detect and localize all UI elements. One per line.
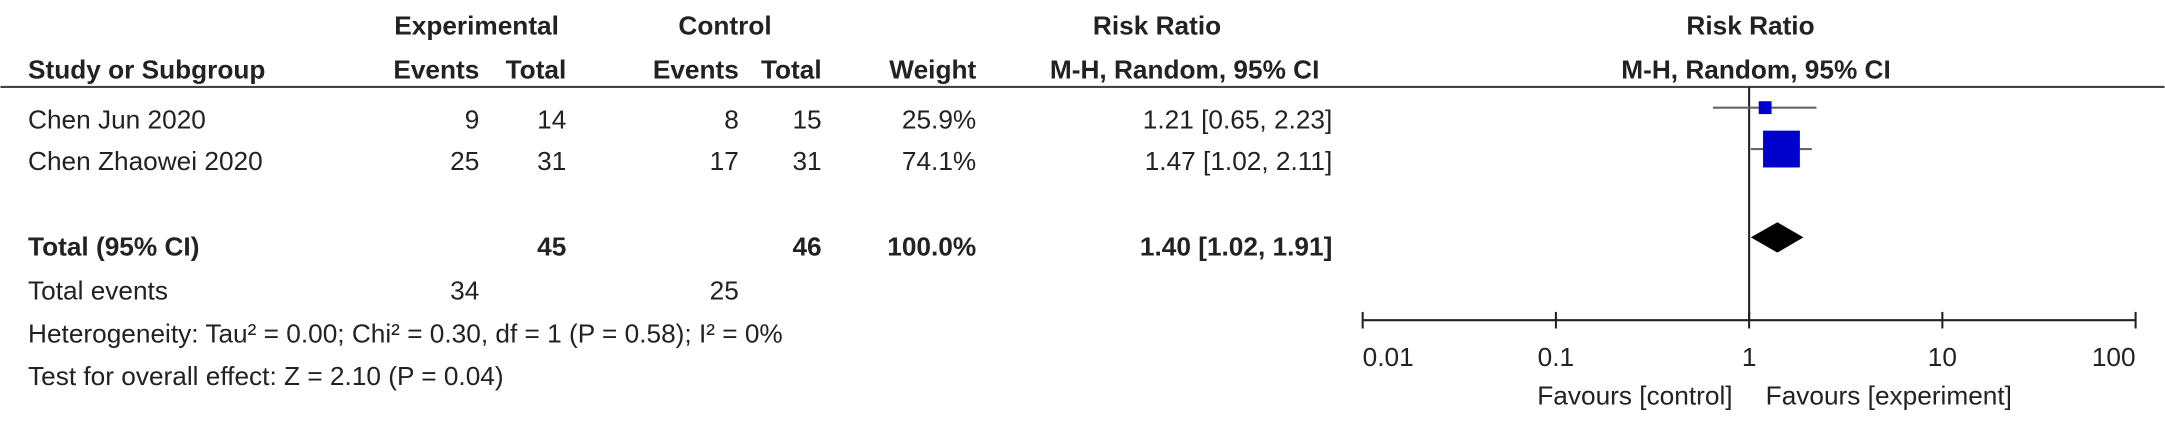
x-tick-label: 100 bbox=[2092, 342, 2136, 372]
column-header: M-H, Random, 95% CI bbox=[1050, 55, 1320, 85]
x-tick-label: 1 bbox=[1742, 342, 1757, 372]
total-cell: 46 bbox=[792, 231, 821, 261]
x-tick-label: 10 bbox=[1928, 342, 1957, 372]
total-label: Total (95% CI) bbox=[28, 231, 199, 261]
study-marker bbox=[1763, 130, 1800, 168]
favours-right: Favours [experiment] bbox=[1766, 380, 2012, 410]
column-header: Weight bbox=[889, 55, 976, 85]
column-header: Total bbox=[506, 55, 567, 85]
rr-label: 1.21 [0.65, 2.23] bbox=[1143, 104, 1333, 134]
footnote: Heterogeneity: Tau² = 0.00; Chi² = 0.30,… bbox=[28, 318, 783, 348]
cell: 31 bbox=[537, 146, 566, 176]
favours-left: Favours [control] bbox=[1537, 380, 1732, 410]
total-diamond bbox=[1750, 222, 1804, 253]
x-tick-label: 0.01 bbox=[1363, 342, 1414, 372]
cell: 9 bbox=[465, 104, 480, 134]
x-tick-label: 0.1 bbox=[1538, 342, 1574, 372]
events-cell: 25 bbox=[710, 276, 739, 306]
group-header: Control bbox=[678, 11, 771, 41]
total-cell: 100.0% bbox=[887, 231, 976, 261]
cell: 31 bbox=[792, 146, 821, 176]
cell: 15 bbox=[792, 104, 821, 134]
total-rr: 1.40 [1.02, 1.91] bbox=[1140, 231, 1332, 261]
column-header: Study or Subgroup bbox=[28, 55, 265, 85]
column-header: Events bbox=[653, 55, 739, 85]
cell: 14 bbox=[537, 104, 566, 134]
plot-subtitle: M-H, Random, 95% CI bbox=[1621, 55, 1891, 85]
study-name: Chen Jun 2020 bbox=[28, 104, 206, 134]
study-name: Chen Zhaowei 2020 bbox=[28, 146, 263, 176]
cell: 25.9% bbox=[902, 104, 976, 134]
events-label: Total events bbox=[28, 276, 168, 306]
plot-title: Risk Ratio bbox=[1686, 11, 1814, 41]
cell: 17 bbox=[710, 146, 739, 176]
column-header: Events bbox=[393, 55, 479, 85]
events-cell: 34 bbox=[450, 276, 479, 306]
group-header: Risk Ratio bbox=[1093, 11, 1221, 41]
column-header: Total bbox=[761, 55, 822, 85]
cell: 8 bbox=[724, 104, 739, 134]
cell: 25 bbox=[450, 146, 479, 176]
study-marker bbox=[1758, 101, 1772, 115]
footnote: Test for overall effect: Z = 2.10 (P = 0… bbox=[28, 361, 504, 391]
cell: 74.1% bbox=[902, 146, 976, 176]
total-cell: 45 bbox=[537, 231, 566, 261]
rr-label: 1.47 [1.02, 2.11] bbox=[1145, 146, 1333, 176]
group-header: Experimental bbox=[394, 11, 559, 41]
